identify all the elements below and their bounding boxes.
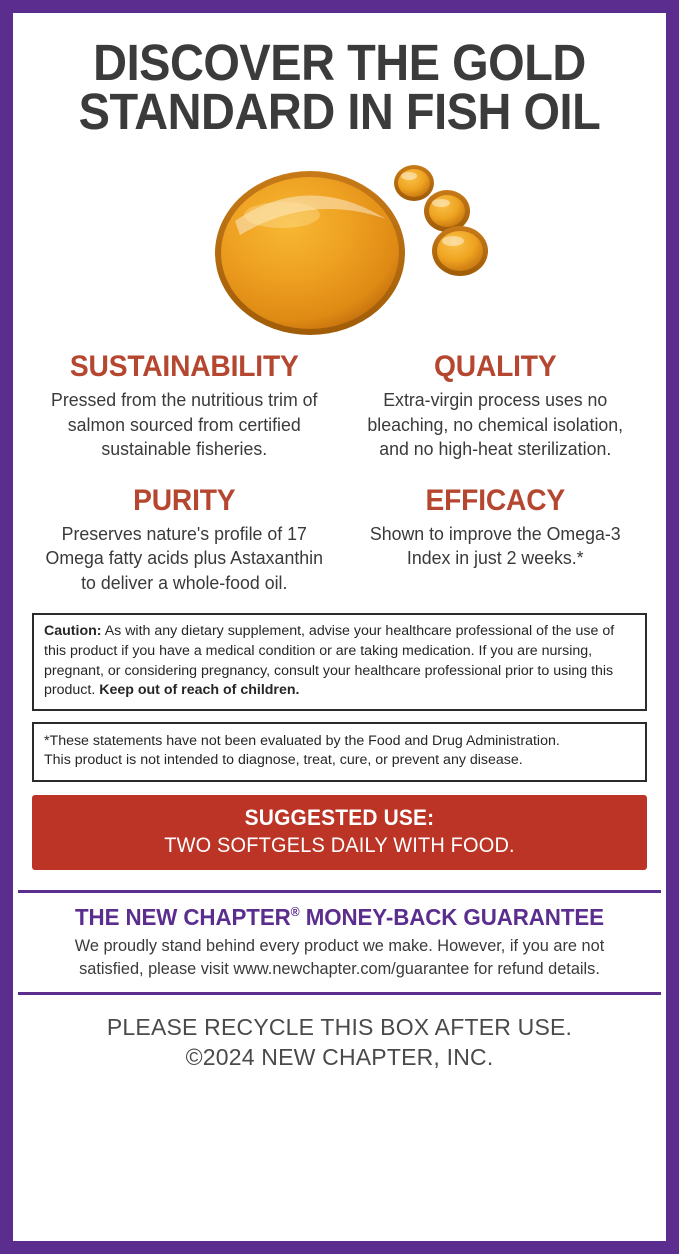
copyright-notice: ©2024 NEW CHAPTER, INC. [185, 1043, 494, 1070]
disclaimer-line-2: This product is not intended to diagnose… [44, 752, 523, 769]
feature-purity: PURITY Preserves nature's profile of 17 … [34, 484, 335, 596]
content-panel: DISCOVER THE GOLD STANDARD IN FISH OIL [18, 17, 661, 1237]
feature-title: SUSTAINABILITY [69, 349, 299, 383]
divider-below-guarantee [18, 992, 661, 996]
feature-sustainability: SUSTAINABILITY Pressed from the nutritio… [34, 350, 335, 462]
feature-title: PURITY [133, 483, 236, 517]
feature-title: EFFICACY [424, 483, 565, 517]
feature-body: Shown to improve the Omega-3 Index in ju… [369, 522, 621, 569]
divider-above-guarantee [18, 890, 661, 894]
feature-body: Preserves nature's profile of 17 Omega f… [45, 522, 323, 593]
headline-line-1: DISCOVER THE GOLD [93, 34, 586, 91]
fish-oil-droplet-image [18, 143, 661, 348]
guarantee-title: THE NEW CHAPTER® MONEY-BACK GUARANTEE [49, 904, 629, 931]
guarantee-title-before: THE NEW CHAPTER [75, 904, 291, 931]
registered-trademark-icon: ® [290, 904, 300, 920]
page-title: DISCOVER THE GOLD STANDARD IN FISH OIL [44, 34, 636, 140]
feature-grid: SUSTAINABILITY Pressed from the nutritio… [18, 350, 661, 596]
feature-efficacy: EFFICACY Shown to improve the Omega-3 In… [345, 484, 646, 596]
money-back-guarantee-section: THE NEW CHAPTER® MONEY-BACK GUARANTEE We… [18, 893, 661, 980]
feature-body: Pressed from the nutritious trim of salm… [50, 388, 318, 460]
headline-line-2: STANDARD IN FISH OIL [78, 82, 601, 140]
feature-body: Extra-virgin process uses no bleaching, … [366, 388, 623, 460]
feature-title: QUALITY [433, 349, 557, 383]
caution-box: Caution: As with any dietary supplement,… [32, 613, 647, 711]
suggested-use-subtitle: TWO SOFTGELS DAILY WITH FOOD. [164, 834, 515, 858]
guarantee-body: We proudly stand behind every product we… [74, 936, 605, 979]
caution-label: Caution: [44, 623, 102, 640]
disclaimer-line-1: *These statements have not been evaluate… [44, 732, 560, 749]
caution-text: As with any dietary supplement, advise y… [44, 623, 615, 699]
footer-section: PLEASE RECYCLE THIS BOX AFTER USE. ©2024… [18, 995, 661, 1072]
suggested-use-title: SUGGESTED USE: [244, 805, 435, 831]
caution-bold-tail: Keep out of reach of children. [99, 682, 300, 699]
fda-disclaimer-box: *These statements have not been evaluate… [32, 721, 647, 783]
guarantee-title-after: MONEY-BACK GUARANTEE [299, 904, 604, 931]
feature-quality: QUALITY Extra-virgin process uses no ble… [345, 350, 646, 462]
recycle-notice: PLEASE RECYCLE THIS BOX AFTER USE. [106, 1014, 573, 1041]
suggested-use-banner: SUGGESTED USE: TWO SOFTGELS DAILY WITH F… [32, 795, 647, 871]
